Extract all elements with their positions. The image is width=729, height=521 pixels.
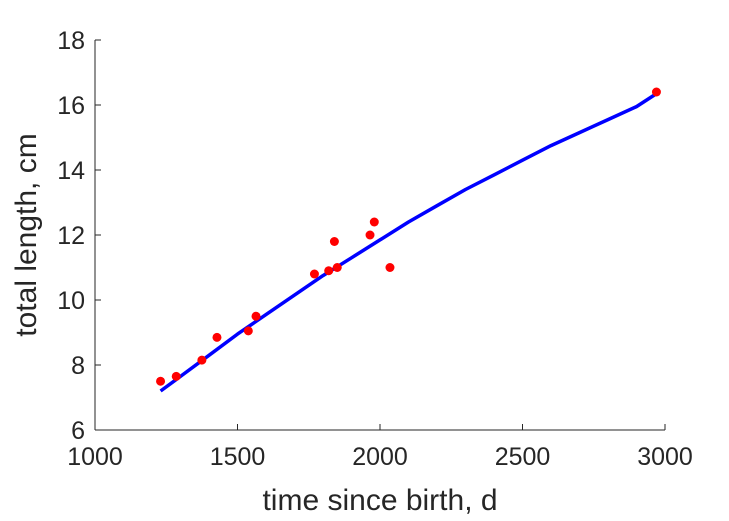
y-tick-label: 6: [71, 417, 85, 445]
data-point: [197, 355, 207, 365]
x-tick-label: 2000: [352, 443, 408, 471]
data-point: [309, 269, 319, 279]
fit-curve-line: [159, 92, 658, 393]
data-point: [369, 217, 379, 227]
x-tick-label: 2500: [495, 443, 551, 471]
ticks: 1000 1500 2000 2500 3000 6 8 10 12 14 16 18: [57, 27, 693, 471]
data-point: [243, 326, 253, 336]
x-tick-label: 1000: [67, 443, 123, 471]
data-point: [212, 332, 222, 342]
y-axis-label: total length, cm: [10, 133, 43, 336]
data-point: [329, 237, 339, 246]
data-point: [332, 263, 342, 272]
data-point: [651, 87, 661, 97]
data-point: [385, 263, 395, 272]
y-tick-label: 18: [57, 27, 85, 55]
x-tick-label: 1500: [210, 443, 266, 471]
data-point: [324, 266, 334, 276]
y-tick-label: 14: [57, 157, 85, 185]
y-tick-label: 10: [57, 287, 85, 315]
data-point: [365, 230, 375, 240]
plot-area: [156, 87, 661, 393]
data-point: [156, 376, 166, 386]
axes: [94, 40, 665, 431]
y-tick-label: 16: [57, 92, 85, 120]
data-point: [171, 371, 181, 381]
y-tick-label: 8: [71, 352, 85, 380]
x-tick-label: 3000: [637, 443, 693, 471]
data-point: [251, 311, 261, 321]
y-tick-label: 12: [57, 222, 85, 250]
x-axis-label: time since birth, d: [262, 484, 497, 517]
